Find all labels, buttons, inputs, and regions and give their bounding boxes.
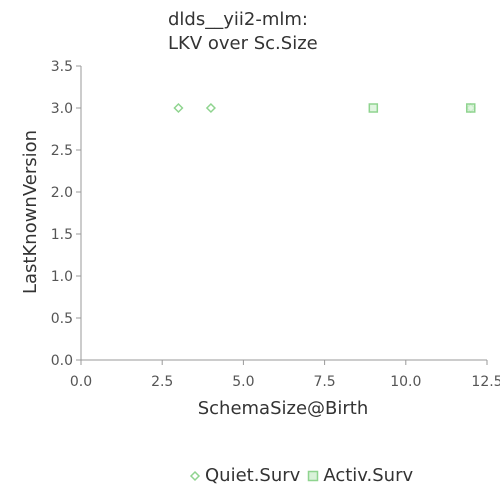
x-tick-label: 7.5	[313, 374, 335, 390]
x-tick-label: 5.0	[232, 374, 254, 390]
legend-label-quiet-surv: Quiet.Surv	[205, 465, 301, 486]
point-quiet-surv	[205, 102, 216, 114]
x-tick-label: 0.0	[70, 374, 92, 390]
tick-labels: 0.0 0.5 1.0 1.5 2.0 2.5 3.0 3.5 0.0 2.5 5.0 7.5 10.0…	[51, 59, 500, 390]
chart-title-line-2: LKV over Sc.Size	[168, 33, 318, 54]
axes	[76, 65, 488, 365]
y-tick-label: 0.5	[51, 311, 73, 327]
x-axis-label: SchemaSize@Birth	[198, 398, 369, 419]
y-tick-label: 2.0	[51, 185, 73, 201]
x-tick-label: 2.5	[151, 374, 173, 390]
x-tick-label: 10.0	[390, 374, 421, 390]
legend-label-activ-surv: Activ.Surv	[323, 465, 414, 486]
y-tick-label: 3.5	[51, 59, 73, 75]
point-activ-surv	[466, 103, 476, 113]
point-quiet-surv	[173, 102, 184, 114]
y-tick-label: 2.5	[51, 143, 73, 159]
diamond-marker-icon	[189, 470, 201, 481]
legend-item-activ-surv: Activ.Surv	[306, 465, 413, 486]
chart-title: dlds__yii2-mlm: LKV over Sc.Size	[168, 8, 488, 56]
x-tick-label: 12.5	[471, 374, 500, 390]
y-tick-label: 1.0	[51, 269, 73, 285]
y-tick-label: 3.0	[51, 101, 73, 117]
square-marker-icon	[308, 470, 319, 481]
data-points	[173, 102, 476, 114]
legend: Quiet.Surv Activ.Surv	[188, 465, 419, 486]
chart-title-line-1: dlds__yii2-mlm:	[168, 9, 308, 30]
y-axis-label: LastKnownVersion	[20, 130, 41, 294]
point-activ-surv	[368, 103, 379, 113]
legend-item-quiet-surv: Quiet.Surv	[188, 465, 300, 486]
y-tick-label: 0.0	[51, 353, 73, 369]
y-tick-label: 1.5	[51, 227, 73, 243]
